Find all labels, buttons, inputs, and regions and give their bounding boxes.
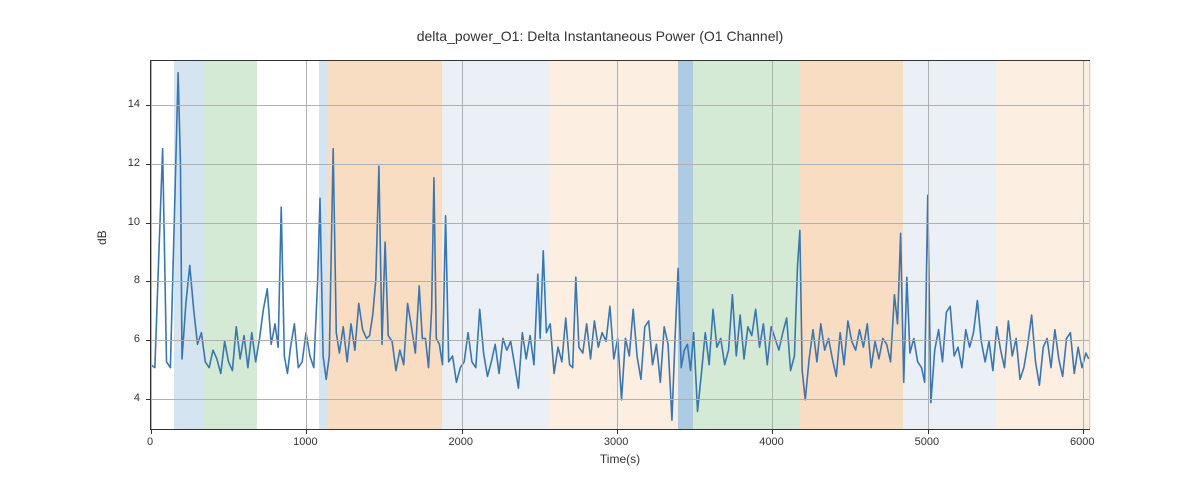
gridline-vertical [306,61,307,429]
x-tick [772,429,773,434]
x-tick-label: 3000 [604,436,628,448]
x-tick-label: 0 [147,436,153,448]
x-tick [462,429,463,434]
y-tick-label: 12 [128,157,140,169]
x-tick [617,429,618,434]
gridline-vertical [617,61,618,429]
x-tick-label: 2000 [448,436,472,448]
gridline-horizontal [151,340,1089,341]
gridline-horizontal [151,164,1089,165]
x-tick [1083,429,1084,434]
gridline-horizontal [151,399,1089,400]
y-tick-label: 14 [128,98,140,110]
x-tick [151,429,152,434]
line-series-svg [151,61,1089,429]
gridline-vertical [151,61,152,429]
y-tick-label: 8 [134,274,140,286]
gridline-vertical [462,61,463,429]
x-tick-label: 5000 [915,436,939,448]
gridline-horizontal [151,105,1089,106]
y-axis-label: dB [95,230,109,245]
x-tick-label: 1000 [293,436,317,448]
line-series [151,73,1089,421]
x-tick [306,429,307,434]
x-tick [928,429,929,434]
x-tick-label: 4000 [759,436,783,448]
y-tick-label: 4 [134,392,140,404]
gridline-vertical [772,61,773,429]
x-axis-label: Time(s) [150,452,1090,466]
gridline-horizontal [151,281,1089,282]
gridline-horizontal [151,223,1089,224]
x-tick-label: 6000 [1070,436,1094,448]
y-tick-label: 6 [134,333,140,345]
plot-area [150,60,1090,430]
chart-title: delta_power_O1: Delta Instantaneous Powe… [0,28,1200,44]
gridline-vertical [1083,61,1084,429]
gridline-vertical [928,61,929,429]
y-tick-label: 10 [128,216,140,228]
